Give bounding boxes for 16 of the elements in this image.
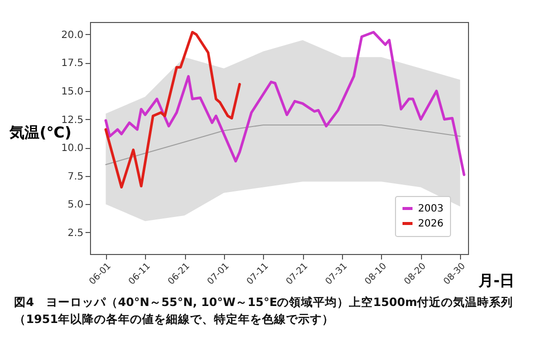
- x-axis-title: 月-日: [478, 272, 515, 290]
- y-tick-label: 20.0: [61, 30, 84, 41]
- y-tick-label: 12.5: [61, 114, 84, 126]
- y-tick-label: 10.0: [61, 143, 84, 154]
- legend-label: 2003: [418, 204, 444, 214]
- y-tick-label: 7.5: [68, 171, 84, 182]
- y-tick-label: 15.0: [61, 86, 84, 98]
- line-series: [104, 30, 241, 189]
- legend-label: 2026: [418, 218, 444, 230]
- y-axis-title: 気温(℃): [8, 124, 72, 142]
- y-tick-label: 2.5: [68, 228, 84, 239]
- y-tick-label: 5.0: [68, 200, 84, 211]
- caption: 図4 ヨーロッパ（40°N～55°N, 10°W～15°Eの領域平均）上空1500m付近の気温時系列（1951年以降の各年の値を細線で、特定年を色線で示す）: [14, 294, 514, 328]
- y-tick-label: 17.5: [61, 58, 84, 70]
- line-series: [105, 124, 461, 166]
- line-series: [104, 30, 466, 176]
